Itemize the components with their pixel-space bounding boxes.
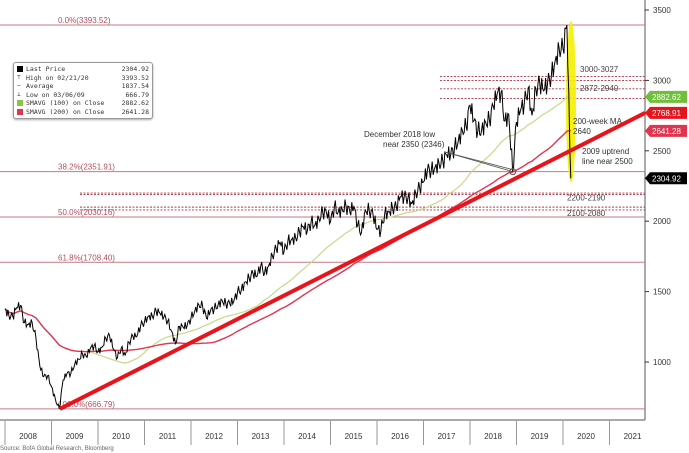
legend-swatch-icon <box>17 66 23 73</box>
fib-level-label: 50.0%(2030.16) <box>58 208 115 217</box>
fib-level-label: 38.2%(2351.91) <box>58 163 115 172</box>
price-tag-label: 2882.62 <box>652 93 681 102</box>
annotation-pointer <box>444 151 513 171</box>
fib-level-label: 0.0%(3393.52) <box>58 16 111 25</box>
annotation-text: 200-week MA <box>573 117 623 126</box>
legend-item: Last Price 2304.92 <box>17 65 149 74</box>
y-tick-label: 1000 <box>653 358 671 367</box>
price-tag-label: 2304.92 <box>652 174 681 183</box>
price-tag-label: 2641.28 <box>652 127 681 136</box>
price-tag <box>645 106 687 119</box>
legend-label: Low on 03/06/09 <box>26 90 85 99</box>
fib-level-label: 61.8%(1708.40) <box>58 253 115 262</box>
legend-value: 1837.54 <box>121 82 149 91</box>
annotation-text: 2640 <box>573 127 591 136</box>
x-tick-label: 2015 <box>345 432 363 441</box>
chart-legend: Last Price 2304.92 ⊤ High on 02/21/20 3393.5… <box>13 62 153 119</box>
legend-value: 2304.92 <box>121 65 149 74</box>
zone-label: 3000-3027 <box>580 65 619 74</box>
zone-label: 2872-2940 <box>580 84 619 93</box>
annotation-text: 2009 uptrend <box>582 147 629 156</box>
dec-2018-low-marker <box>509 168 517 176</box>
x-tick-label: 2018 <box>484 432 502 441</box>
legend-label: SMAVG (100) on Close <box>26 99 105 108</box>
y-tick-label: 3500 <box>653 6 671 15</box>
legend-label: Last Price <box>26 65 66 74</box>
legend-swatch-icon: ⊥ <box>17 90 21 98</box>
price-tag <box>645 124 687 137</box>
price-tag <box>645 90 687 103</box>
legend-item: SMAVG (100) on Close 2882.62 <box>17 99 149 108</box>
price-tag <box>645 172 687 185</box>
annotation-text: December 2018 low <box>364 130 435 139</box>
y-tick-label: 3000 <box>653 76 671 85</box>
sma-100-line <box>28 95 572 364</box>
legend-item: ⊤ High on 02/21/20 3393.52 <box>17 74 149 83</box>
x-tick-label: 2016 <box>391 432 409 441</box>
x-tick-label: 2012 <box>205 432 223 441</box>
legend-value: 3393.52 <box>121 73 149 82</box>
x-tick-label: 2011 <box>159 432 177 441</box>
x-tick-label: 2014 <box>298 432 316 441</box>
x-tick-label: 2009 <box>66 432 84 441</box>
legend-value: 2641.28 <box>121 107 149 116</box>
selloff-highlight <box>565 20 576 183</box>
legend-item: ⊥ Low on 03/06/09 666.79 <box>17 91 149 100</box>
price-line <box>4 24 572 410</box>
legend-swatch-icon: – <box>17 82 21 90</box>
x-tick-label: 2020 <box>577 432 595 441</box>
price-tag-label: 2768.91 <box>652 109 681 118</box>
annotation-text: near 2350 (2346) <box>383 140 445 149</box>
legend-value: 666.79 <box>125 90 149 99</box>
legend-value: 2882.62 <box>121 99 149 108</box>
legend-label: Average <box>26 82 54 91</box>
legend-swatch-icon <box>17 100 23 107</box>
annotation-text: line near 2500 <box>582 157 633 166</box>
legend-swatch-icon: ⊤ <box>17 73 21 81</box>
y-tick-label: 2500 <box>653 147 671 156</box>
uptrend-line <box>58 111 646 411</box>
legend-item: SMAVG (200) on Close 2641.28 <box>17 108 149 117</box>
y-tick-label: 1500 <box>653 288 671 297</box>
legend-item: – Average 1837.54 <box>17 82 149 91</box>
legend-label: SMAVG (200) on Close <box>26 107 105 116</box>
zone-label: 2100-2080 <box>567 209 606 218</box>
x-tick-label: 2008 <box>19 432 37 441</box>
zone-label: 2200-2190 <box>567 193 606 202</box>
legend-swatch-icon <box>17 108 23 115</box>
x-tick-label: 2013 <box>252 432 270 441</box>
legend-label: High on 02/21/20 <box>26 73 89 82</box>
x-tick-label: 2017 <box>438 432 456 441</box>
x-tick-label: 2021 <box>624 432 642 441</box>
source-note: Source: BofA Global Research, Bloomberg <box>0 446 114 452</box>
x-tick-label: 2010 <box>112 432 130 441</box>
fib-level-label: 100.0%(666.79) <box>58 400 115 409</box>
y-tick-label: 2000 <box>653 217 671 226</box>
x-tick-label: 2019 <box>531 432 549 441</box>
